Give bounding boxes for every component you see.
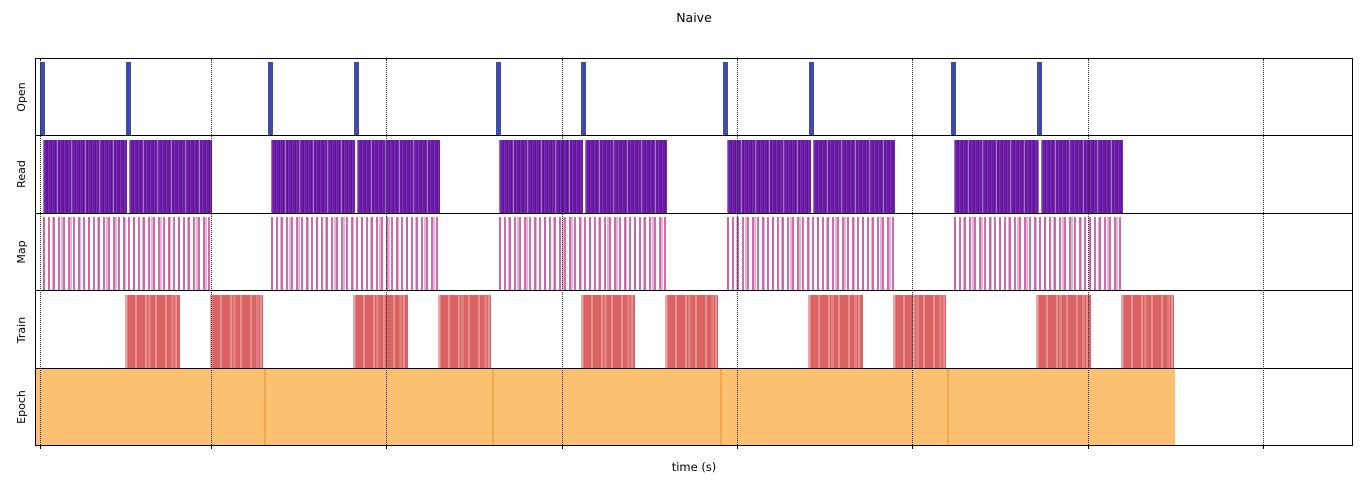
chart-title: Naive (676, 10, 712, 25)
epoch-bar (719, 368, 948, 446)
plot-area (35, 58, 1353, 449)
read-bar (1040, 139, 1124, 213)
open-bar (267, 62, 273, 136)
open-bar (809, 62, 815, 136)
x-tick (1087, 445, 1089, 449)
read-bar (270, 139, 356, 213)
map-bar (498, 217, 668, 291)
train-bar (808, 294, 864, 368)
map-bar (726, 217, 896, 291)
train-bar (209, 294, 263, 368)
gridline (912, 59, 914, 445)
epoch-bar (36, 368, 264, 446)
read-bar (129, 139, 212, 213)
read-bar (726, 139, 811, 213)
x-tick (736, 445, 738, 449)
x-axis-label: time (s) (671, 460, 717, 474)
row-label-open: Open (15, 82, 28, 112)
train-bar (893, 294, 947, 368)
row-map (36, 214, 1352, 292)
gridline (736, 59, 738, 445)
open-bar (353, 62, 359, 136)
read-bar (585, 139, 668, 213)
train-bar (580, 294, 636, 368)
row-label-read: Read (15, 160, 28, 188)
map-bar (954, 217, 1124, 291)
gridline (1263, 59, 1265, 445)
open-bar (723, 62, 729, 136)
read-bar (812, 139, 896, 213)
row-open (36, 59, 1352, 137)
x-tick (912, 445, 914, 449)
train-bar (124, 294, 180, 368)
row-read (36, 136, 1352, 214)
read-bar (498, 139, 584, 213)
map-bar (42, 217, 212, 291)
gridline (39, 59, 41, 445)
train-bar (437, 294, 491, 368)
gridline (386, 59, 388, 445)
open-bar (495, 62, 501, 136)
open-bar (1037, 62, 1043, 136)
gridline (1087, 59, 1089, 445)
row-label-train: Train (15, 316, 28, 344)
x-tick (39, 445, 41, 449)
epoch-bar (263, 368, 492, 446)
train-bar (1036, 294, 1092, 368)
train-bar (665, 294, 719, 368)
open-bar (951, 62, 957, 136)
epoch-bar (491, 368, 720, 446)
map-bar (270, 217, 440, 291)
read-bar (357, 139, 440, 213)
row-label-epoch: Epoch (15, 390, 28, 424)
open-bar (125, 62, 131, 136)
x-tick (1263, 445, 1265, 449)
gridline (210, 59, 212, 445)
train-bar (1121, 294, 1175, 368)
gridline (561, 59, 563, 445)
x-tick (561, 445, 563, 449)
read-bar (42, 139, 128, 213)
open-bar (39, 62, 45, 136)
train-bar (352, 294, 408, 368)
row-epoch (36, 368, 1352, 446)
open-bar (581, 62, 587, 136)
epoch-bar (947, 368, 1176, 446)
row-train (36, 291, 1352, 369)
timeline-rows (36, 59, 1352, 446)
row-label-map: Map (15, 240, 28, 264)
read-bar (954, 139, 1039, 213)
x-tick (386, 445, 388, 449)
x-tick (210, 445, 212, 449)
